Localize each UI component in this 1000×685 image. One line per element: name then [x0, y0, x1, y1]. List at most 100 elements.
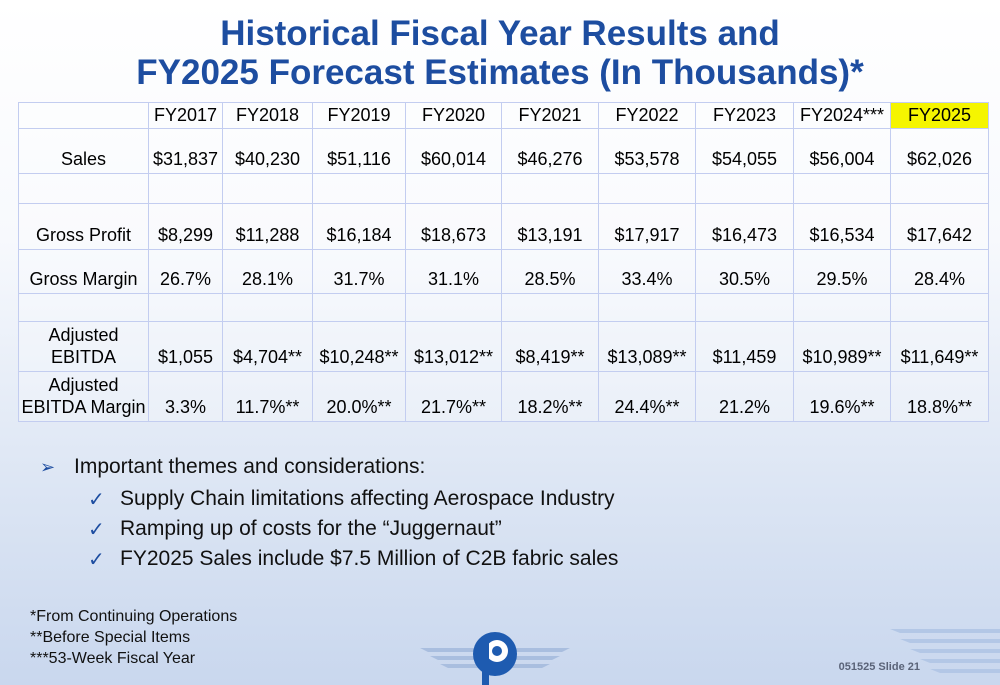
year-header: FY2017	[148, 102, 223, 129]
table-cell	[18, 173, 149, 204]
list-item-text: Ramping up of costs for the “Juggernaut”	[120, 517, 502, 540]
table-cell	[148, 173, 223, 204]
themes-heading-item: ➢ Important themes and considerations:	[40, 450, 618, 484]
table-cell	[18, 293, 149, 322]
table-cell: 11.7%**	[222, 371, 313, 422]
table-cell: $51,116	[312, 128, 406, 174]
list-item-text: FY2025 Sales include $7.5 Million of C2B…	[120, 547, 619, 570]
table-cell: $40,230	[222, 128, 313, 174]
year-header: FY2023	[695, 102, 794, 129]
table-cell: 24.4%**	[598, 371, 696, 422]
table-cell: $13,012**	[405, 321, 502, 372]
row-label: Adjusted EBITDA Margin	[18, 371, 149, 422]
row-label: Gross Profit	[18, 203, 149, 250]
table-row-spacer	[18, 293, 989, 322]
table-cell: 20.0%**	[312, 371, 406, 422]
table-cell: $13,191	[501, 203, 599, 250]
list-item: ✓ Ramping up of costs for the “Juggernau…	[40, 514, 618, 544]
table-cell: $10,248**	[312, 321, 406, 372]
table-cell: $10,989**	[793, 321, 891, 372]
table-cell: 28.4%	[890, 249, 989, 294]
table-cell	[405, 173, 502, 204]
decorative-stripes	[890, 629, 1000, 673]
table-row-gross-margin: Gross Margin 26.7% 28.1% 31.7% 31.1% 28.…	[18, 249, 989, 294]
table-cell	[405, 293, 502, 322]
table-cell: 31.7%	[312, 249, 406, 294]
table-cell: 19.6%**	[793, 371, 891, 422]
table-cell	[695, 173, 794, 204]
list-item: ✓ FY2025 Sales include $7.5 Million of C…	[40, 544, 618, 574]
table-cell: $16,534	[793, 203, 891, 250]
table-cell: $4,704**	[222, 321, 313, 372]
table-cell: $8,419**	[501, 321, 599, 372]
year-header: FY2022	[598, 102, 696, 129]
table-cell: 30.5%	[695, 249, 794, 294]
table-cell	[598, 173, 696, 204]
table-cell	[148, 293, 223, 322]
table-row-sales: Sales $31,837 $40,230 $51,116 $60,014 $4…	[18, 128, 989, 174]
footnote: *From Continuing Operations	[30, 608, 238, 625]
year-header: FY2018	[222, 102, 313, 129]
footnote: ***53-Week Fiscal Year	[30, 650, 196, 667]
table-cell	[793, 293, 891, 322]
table-cell: 31.1%	[405, 249, 502, 294]
table-cell: $16,473	[695, 203, 794, 250]
table-cell: $18,673	[405, 203, 502, 250]
table-cell: 3.3%	[148, 371, 223, 422]
header-corner-cell	[18, 102, 149, 129]
row-label: Adjusted EBITDA	[18, 321, 149, 372]
table-row-gross-profit: Gross Profit $8,299 $11,288 $16,184 $18,…	[18, 203, 989, 250]
year-header: FY2020	[405, 102, 502, 129]
table-cell	[695, 293, 794, 322]
checkmark-icon: ✓	[88, 548, 105, 571]
year-header: FY2024***	[793, 102, 891, 129]
list-item-text: Supply Chain limitations affecting Aeros…	[120, 487, 615, 510]
year-header: FY2019	[312, 102, 406, 129]
table-cell	[793, 173, 891, 204]
winged-p-logo-icon	[420, 632, 570, 685]
table-cell	[598, 293, 696, 322]
table-cell: 28.1%	[222, 249, 313, 294]
table-cell: $60,014	[405, 128, 502, 174]
table-cell: $13,089**	[598, 321, 696, 372]
table-cell: $17,917	[598, 203, 696, 250]
table-cell	[890, 293, 989, 322]
page-title: Historical Fiscal Year Results and FY202…	[0, 14, 1000, 92]
title-line-2: FY2025 Forecast Estimates (In Thousands)…	[136, 53, 864, 92]
table-row-spacer	[18, 173, 989, 204]
list-item: ✓ Supply Chain limitations affecting Aer…	[40, 484, 618, 514]
table-cell: 18.8%**	[890, 371, 989, 422]
arrow-bullet-icon: ➢	[40, 456, 56, 477]
table-cell: 28.5%	[501, 249, 599, 294]
year-header-highlighted: FY2025	[890, 102, 989, 129]
table-cell: $11,288	[222, 203, 313, 250]
slide-number: 051525 Slide 21	[838, 661, 920, 673]
table-cell	[501, 173, 599, 204]
table-row-adjusted-ebitda: Adjusted EBITDA $1,055 $4,704** $10,248*…	[18, 321, 989, 372]
table-header-row: FY2017 FY2018 FY2019 FY2020 FY2021 FY202…	[18, 102, 989, 129]
row-label: Sales	[18, 128, 149, 174]
year-header: FY2021	[501, 102, 599, 129]
table-cell: $53,578	[598, 128, 696, 174]
table-cell: $31,837	[148, 128, 223, 174]
table-cell	[890, 173, 989, 204]
table-cell: $11,649**	[890, 321, 989, 372]
table-cell: $56,004	[793, 128, 891, 174]
table-cell: $62,026	[890, 128, 989, 174]
themes-heading: Important themes and considerations:	[74, 455, 426, 478]
table-cell: $8,299	[148, 203, 223, 250]
table-cell: 18.2%**	[501, 371, 599, 422]
table-cell: 21.7%**	[405, 371, 502, 422]
table-cell: $46,276	[501, 128, 599, 174]
row-label: Gross Margin	[18, 249, 149, 294]
financial-results-table: FY2017 FY2018 FY2019 FY2020 FY2021 FY202…	[18, 102, 989, 422]
table-cell: 33.4%	[598, 249, 696, 294]
table-cell: $16,184	[312, 203, 406, 250]
table-cell: 26.7%	[148, 249, 223, 294]
footnote: **Before Special Items	[30, 629, 191, 646]
table-cell: $54,055	[695, 128, 794, 174]
table-row-adjusted-ebitda-margin: Adjusted EBITDA Margin 3.3% 11.7%** 20.0…	[18, 371, 989, 422]
table-cell: $1,055	[148, 321, 223, 372]
table-cell	[312, 293, 406, 322]
footnotes: *From Continuing Operations **Before Spe…	[30, 606, 237, 669]
